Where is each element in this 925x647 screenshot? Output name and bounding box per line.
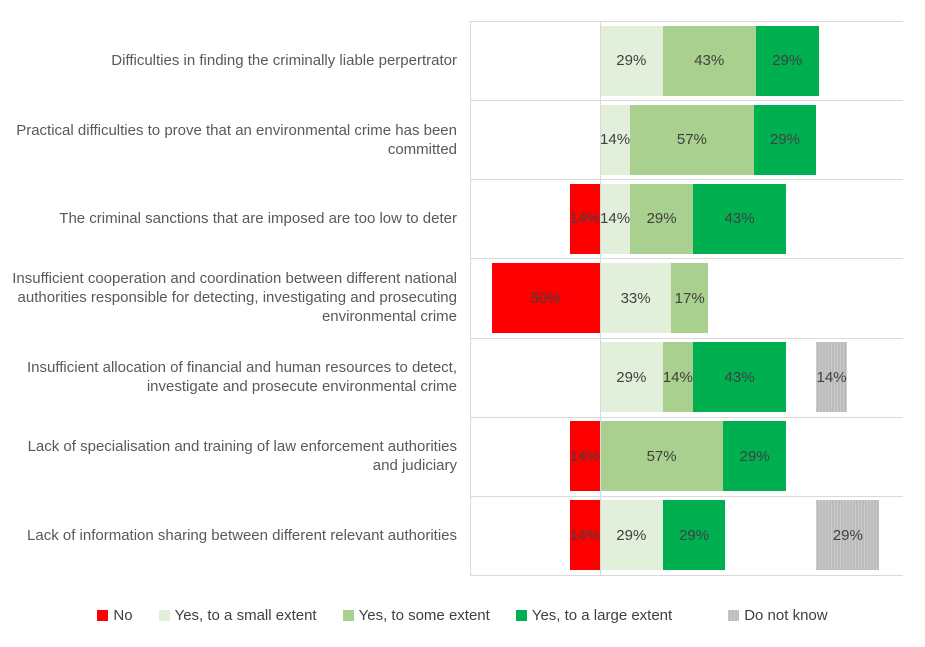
legend-label: Do not know: [744, 606, 828, 624]
bar-value-label: 29%: [616, 368, 647, 386]
category-label: Insufficient cooperation and coordinatio…: [12, 270, 457, 326]
legend-swatch-small: [158, 609, 170, 621]
bar-segment-no: 50%: [491, 263, 600, 333]
gridline: [470, 179, 903, 180]
plot-area: 29% 43% 29% 14% 57% 29% 14% 14% 29% 43% 50% 33% 17% 2…: [470, 21, 903, 576]
legend-label: Yes, to some extent: [358, 606, 490, 624]
bar-value-label: 57%: [646, 447, 677, 465]
legend-label: No: [113, 606, 133, 624]
bar-segment-small: 29%: [599, 342, 663, 413]
bar-value-label: 29%: [739, 447, 770, 465]
bar-value-label: 43%: [724, 368, 755, 386]
bar-segment-large: 29%: [723, 421, 787, 492]
bar-value-label: 29%: [616, 52, 647, 70]
bar-segment-small: 14%: [599, 104, 631, 175]
bar-value-label: 43%: [724, 210, 755, 228]
legend-item: Yes, to a large extent: [515, 606, 673, 624]
gridline: [470, 338, 903, 339]
bar-segment-large: 29%: [753, 104, 817, 175]
bar-segment-large: 29%: [662, 500, 726, 571]
gridline: [470, 21, 903, 22]
bar-value-label: 29%: [616, 526, 647, 544]
bar-segment-dk: 14%: [816, 342, 847, 413]
legend-item: Do not know: [728, 606, 828, 624]
category-label: Lack of specialisation and training of l…: [27, 438, 457, 475]
legend-item: No: [97, 606, 133, 624]
bar-segment-some: 57%: [599, 421, 724, 492]
bar-value-label: 14%: [816, 368, 847, 386]
bar-value-label: 29%: [679, 526, 710, 544]
bar-value-label: 14%: [569, 210, 600, 228]
bar-value-label: 57%: [676, 131, 707, 149]
bar-segment-small: 33%: [599, 263, 672, 333]
legend-swatch-large: [515, 609, 527, 621]
category-label: Difficulties in finding the criminally l…: [111, 52, 457, 70]
legend-label: Yes, to a large extent: [531, 606, 673, 624]
bar-value-label: 14%: [600, 210, 631, 228]
bar-segment-small: 29%: [599, 500, 663, 571]
bar-segment-no: 14%: [569, 421, 600, 492]
bar-segment-large: 43%: [693, 183, 787, 254]
bar-value-label: 14%: [600, 131, 631, 149]
bar-segment-large: 29%: [755, 25, 819, 96]
bar-segment-dk: 29%: [816, 500, 880, 571]
legend-item: Yes, to some extent: [342, 606, 490, 624]
legend: No Yes, to a small extent Yes, to some ext…: [0, 602, 925, 628]
bar-value-label: 14%: [662, 368, 693, 386]
gridline: [470, 417, 903, 418]
bar-value-label: 29%: [769, 131, 800, 149]
bar-segment-small: 29%: [599, 25, 663, 96]
gridline: [470, 496, 903, 497]
legend-swatch-some: [342, 609, 354, 621]
gridline: [470, 575, 903, 576]
bar-segment-large: 43%: [693, 342, 787, 413]
bar-segment-some: 14%: [662, 342, 693, 413]
bar-value-label: 33%: [620, 289, 651, 307]
bar-value-label: 29%: [832, 526, 863, 544]
bar-value-label: 14%: [569, 447, 600, 465]
legend-swatch-dk: [728, 609, 740, 621]
legend-item: Yes, to a small extent: [158, 606, 317, 624]
bar-value-label: 29%: [646, 210, 677, 228]
category-label: Lack of information sharing between diff…: [27, 526, 457, 544]
legend-swatch-no: [97, 609, 109, 621]
axis-baseline: [600, 21, 601, 575]
axis-line-left: [470, 21, 471, 575]
bar-value-label: 50%: [530, 289, 561, 307]
bar-value-label: 43%: [694, 52, 725, 70]
gridline: [470, 100, 903, 101]
category-labels: Difficulties in finding the criminally l…: [0, 21, 457, 575]
category-label: The criminal sanctions that are imposed …: [59, 210, 457, 228]
legend-label: Yes, to a small extent: [174, 606, 317, 624]
bar-segment-small: 14%: [599, 183, 631, 254]
bar-segment-no: 14%: [569, 183, 600, 254]
bar-segment-no: 14%: [569, 500, 600, 571]
category-label: Insufficient allocation of financial and…: [27, 359, 457, 396]
bar-segment-some: 17%: [671, 263, 709, 333]
category-label: Practical difficulties to prove that an …: [16, 121, 457, 158]
bar-value-label: 14%: [569, 526, 600, 544]
bar-value-label: 29%: [772, 52, 803, 70]
bar-segment-some: 57%: [630, 104, 754, 175]
bar-segment-some: 29%: [630, 183, 693, 254]
bar-segment-some: 43%: [662, 25, 756, 96]
gridline: [470, 258, 903, 259]
bar-value-label: 17%: [674, 289, 705, 307]
